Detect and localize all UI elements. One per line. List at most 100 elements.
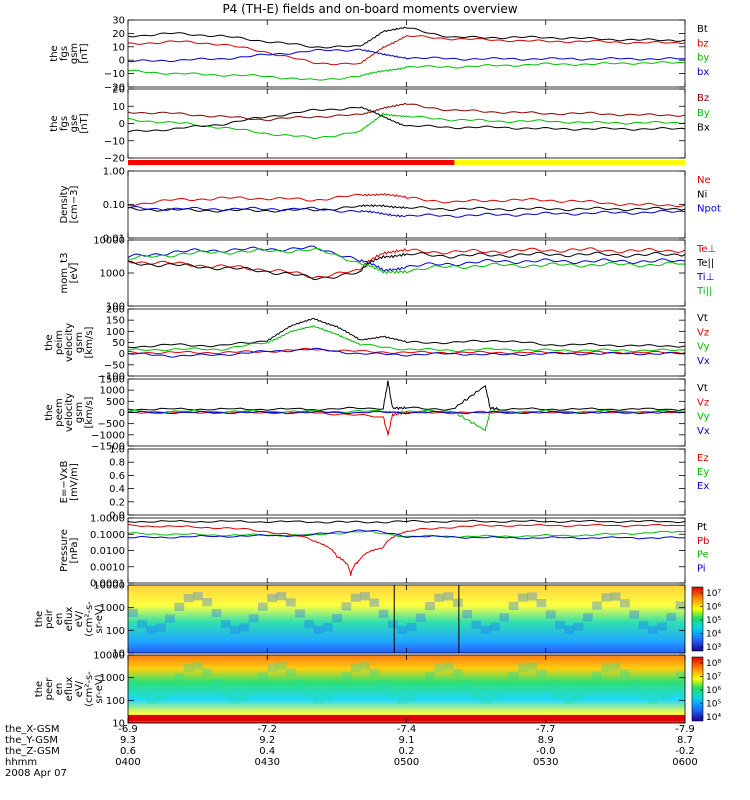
y-tick-label: 0.0010 [90,562,125,573]
spectrogram-texture [341,672,352,681]
spectrogram-texture [332,683,343,693]
colorbar-tick-label: 10⁷ [706,673,721,683]
legend-entry-temperature-2: Ti⊥ [696,272,714,283]
legend-entry-peem-velocity-3: Vx [697,426,710,437]
colorbar-tick-label: 10⁶ [706,603,721,613]
spectrogram-texture [610,592,621,601]
y-axis-label: eV/ [74,680,85,697]
y-tick-label: 0.4 [109,484,125,495]
y-axis-label: gse [69,115,80,133]
y-axis-label: peim [54,330,65,355]
ephemeris-value: 0430 [255,757,280,768]
legend-entry-fgs-gse-0: Bz [697,93,709,104]
spectrogram-texture [675,671,686,680]
legend-entry-density-1: Ni [697,189,707,200]
spectrogram-texture [211,679,222,688]
spectrogram-texture [146,625,157,634]
spectrogram-texture [387,620,398,629]
legend-entry-temperature-3: Ti|| [696,286,712,297]
y-axis-label: sr-eV) [94,674,105,703]
spectrogram-texture [313,695,324,704]
series-line-peem-velocity-1 [127,410,686,437]
spectrogram-texture [128,678,138,687]
ephemeris-value: -7.2 [257,724,277,735]
ephemeris-value: 0500 [394,757,419,768]
series-line-pressure-1 [127,523,686,576]
y-tick-label: 0.0 [109,511,125,522]
legend-entry-fgs-gsm-3: bx [697,67,709,78]
y-axis-label: [mV/m] [69,463,80,501]
spectrogram-texture [220,689,231,699]
y-axis-label: peem [54,398,65,426]
legend-entry-pressure-1: Pb [697,536,709,547]
spectrogram-texture [276,662,287,671]
spectrogram-texture [415,613,426,622]
spectrogram-texture [582,613,593,622]
mode-bar-slow [454,160,685,165]
y-tick-label: 1.0000 [90,514,125,525]
ephemeris-value: 9.1 [399,735,415,746]
spectrogram-texture [192,592,203,601]
ephemeris-value: 0.6 [120,746,136,757]
spectrogram-texture [564,625,575,634]
spectrogram-texture [629,610,640,619]
ephemeris-value: 0.4 [259,746,275,757]
y-axis-label: fgs [59,46,70,61]
legend-entry-peem-velocity-0: Vt [697,383,708,394]
y-axis-label: en [54,683,65,696]
spectrogram-texture [350,593,361,602]
spectrogram-texture [322,693,333,702]
spectrogram-texture [406,623,417,632]
colorbar-tick-label: 10⁷ [706,589,721,599]
y-axis-label: (cm²-s- [84,671,95,707]
series-line-temperature-3 [127,247,686,275]
y-tick-label: 10 [112,719,125,730]
spectrogram-texture [508,671,519,680]
y-tick-label: −1000 [91,430,125,441]
y-tick-label: −20 [104,83,125,94]
spectrogram-texture [629,680,640,689]
spectrogram-texture [536,668,547,678]
spectrogram-texture [248,684,259,693]
y-axis-label: eflux [64,607,75,632]
ephemeris-table: the_X-GSM the_Y-GSM the_Z-GSM hhmm 2008 … [5,724,698,779]
panel-pressure: Pt Pb Pe Pi 1.0000 0.1000 0.0100 0.0010 0.0001 Pr… [59,514,709,590]
spectrogram-texture [592,601,602,610]
colorbar-tick-label: 10⁴ [706,713,721,723]
spectrogram-texture [267,593,278,603]
y-axis-label: [km/s] [84,326,95,358]
series-line-temperature-1 [127,251,686,281]
spectrogram-texture [434,663,445,672]
spectrogram-texture [369,668,380,677]
spectrogram-texture [490,692,500,702]
spectrogram-texture [397,695,407,704]
spectrogram-texture [517,593,528,602]
spectrogram-texture [638,621,649,630]
y-axis-label: the [49,115,60,131]
spectrogram-texture [322,623,333,632]
spectrogram-texture [545,680,556,689]
y-tick-label: 0 [119,119,125,130]
y-tick-label: 100 [106,327,125,338]
panel-temperature: Te⊥ Te|| Ti⊥ Ti|| 10000 1000 100 mom_t3 [eV] [59,236,716,313]
y-axis-label: [km/s] [84,396,95,428]
y-tick-label: 1.00 [103,167,125,178]
y-axis-label: velocity [64,323,75,362]
spectrogram-texture [378,679,389,688]
ephemeris-value: 9.2 [259,735,275,746]
spectrogram-texture [183,663,194,673]
ephemeris-value: -6.9 [118,724,138,735]
spectrogram-texture [174,672,185,681]
panel-peer-spectrogram: 10⁸ 10⁷ 10⁶ 10⁵ 10⁴ 10000 1000 100 10 the peer en ef… [34,651,721,730]
spectrogram-texture [601,593,612,602]
spectrogram-texture [490,622,500,632]
ephemeris-value: 0.2 [399,746,415,757]
y-tick-label: 0 [119,56,125,67]
series-line-pressure-3 [127,529,686,540]
y-tick-label: 1000 [100,269,125,280]
series-line-peim-velocity-2 [127,325,686,353]
series-line-peem-velocity-3 [127,410,686,415]
y-tick-label: 30 [112,16,125,27]
y-axis-label: gsm [69,43,80,64]
